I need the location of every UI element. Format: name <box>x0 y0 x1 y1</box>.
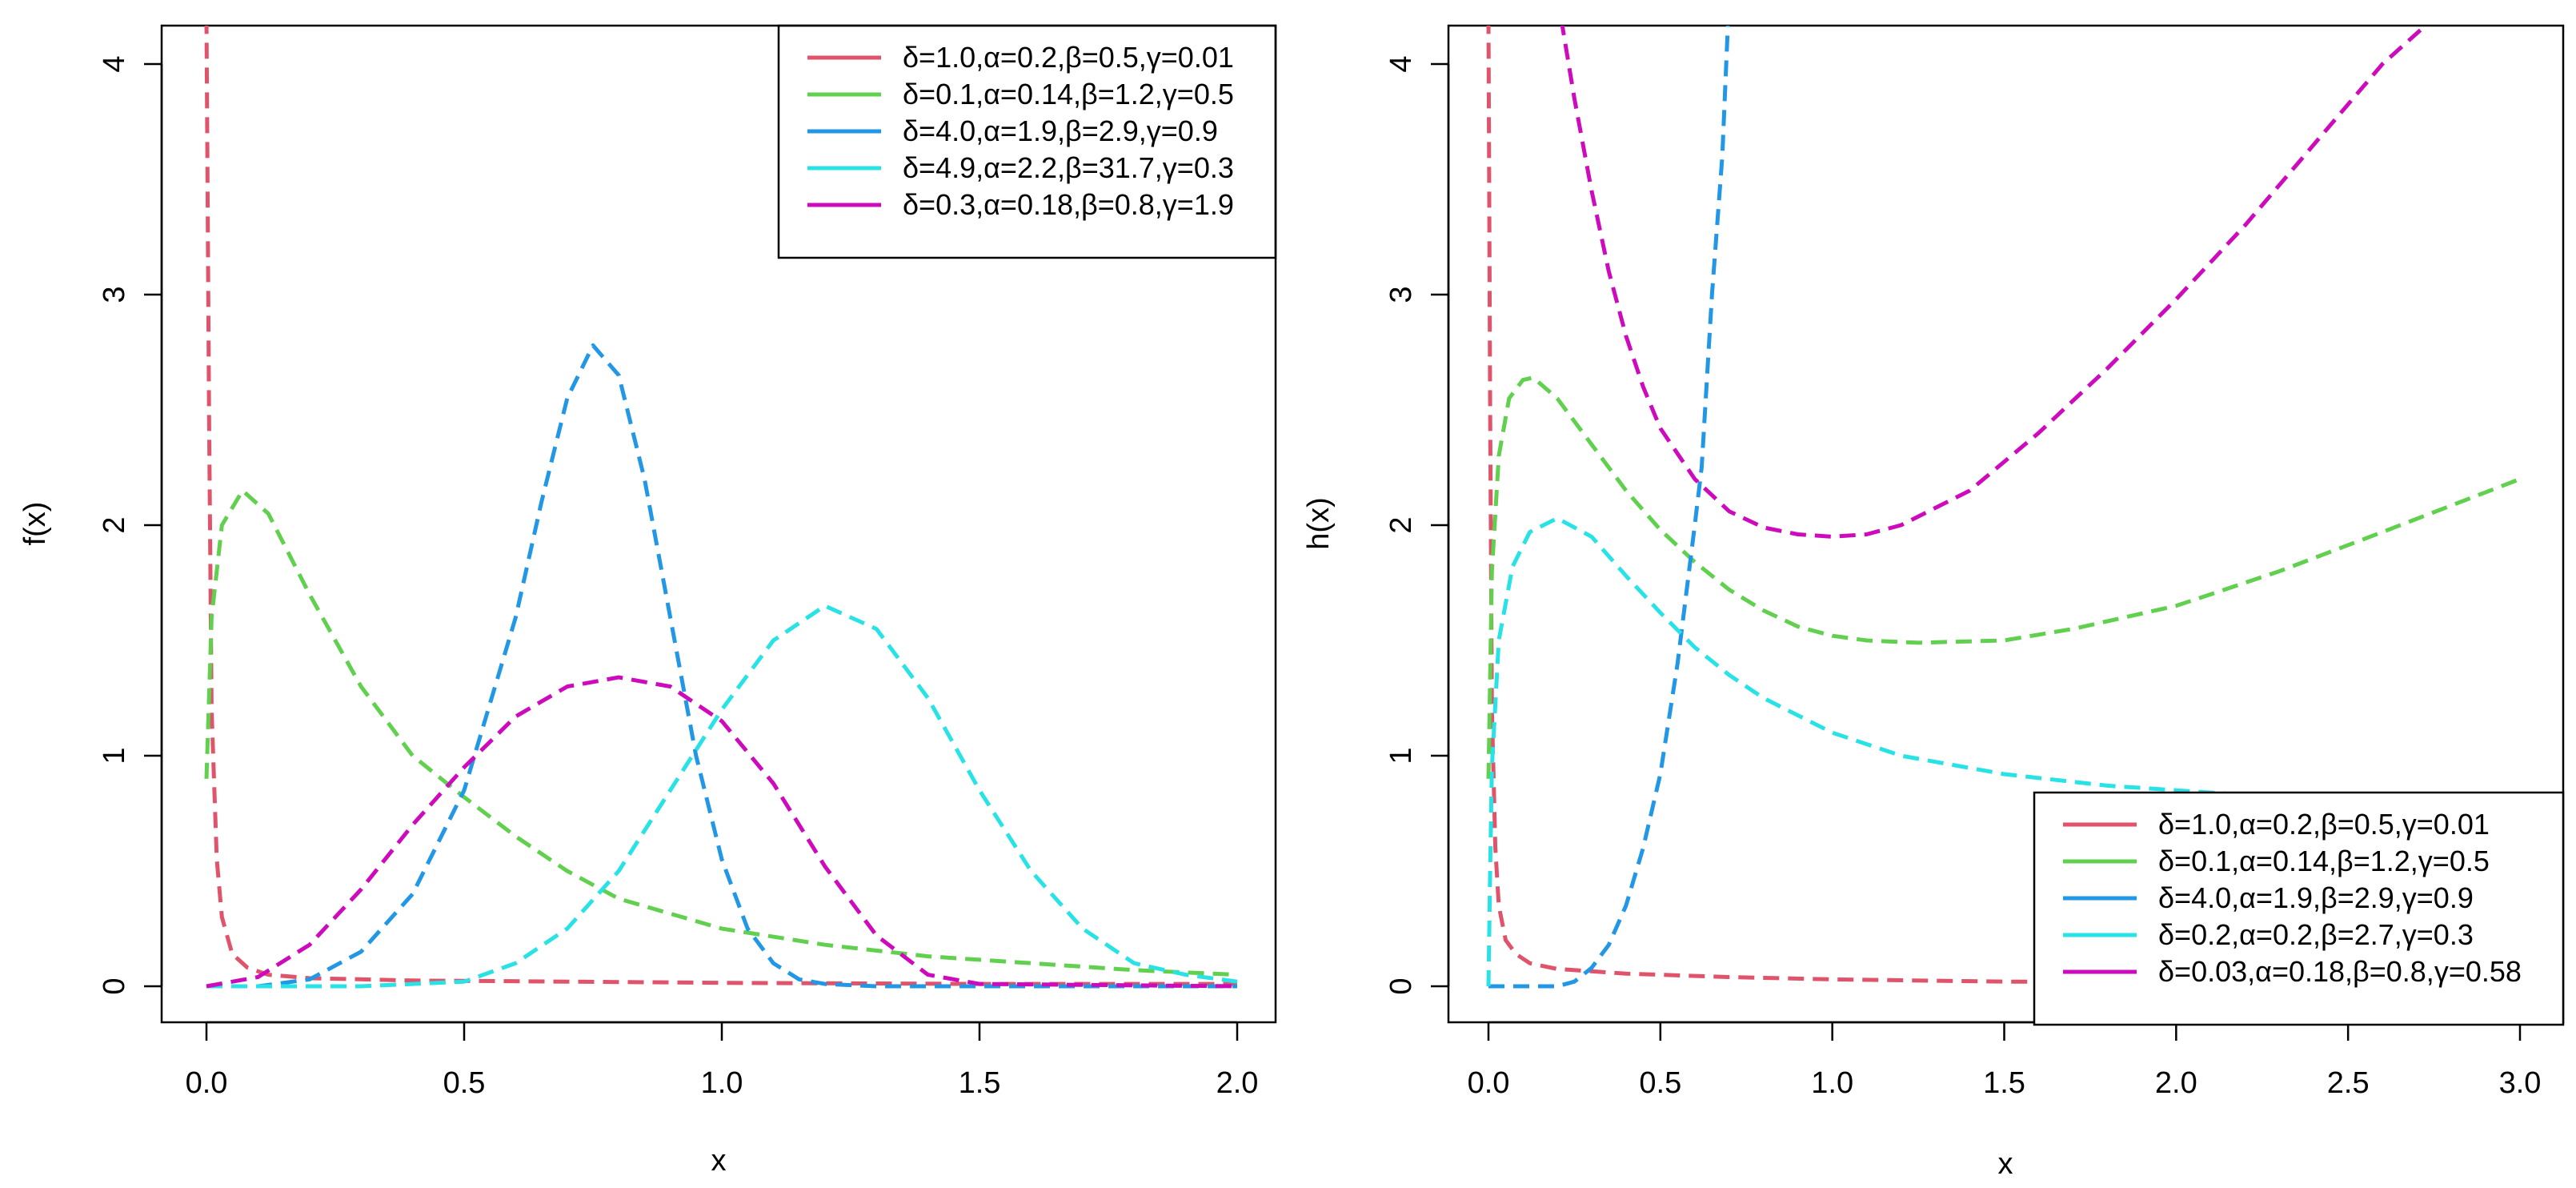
y-tick-label: 2 <box>98 516 131 533</box>
x-tick-label: 0.5 <box>1639 1066 1681 1100</box>
right-x-axis: 0.0 0.5 1.0 1.5 2.0 2.5 3.0 <box>1468 1021 2542 1100</box>
legend-label: δ=0.1,α=0.14,β=1.2,γ=0.5 <box>2158 845 2490 877</box>
series-line <box>204 488 1238 977</box>
left-y-axis-title: f(x) <box>18 502 52 546</box>
y-tick-label: 3 <box>98 286 131 303</box>
x-tick-label: 1.5 <box>959 1066 1001 1100</box>
x-tick-label: 2.0 <box>1216 1066 1259 1100</box>
x-tick-label: 0.0 <box>186 1066 228 1100</box>
x-tick-label: 0.0 <box>1468 1066 1510 1100</box>
series-line <box>1488 26 1730 989</box>
y-tick-label: 4 <box>1384 55 1418 72</box>
x-tick-label: 1.0 <box>1811 1066 1853 1100</box>
right-chart: 0.0 0.5 1.0 1.5 2.0 2.5 3.0 0 1 2 3 4 x h(x) δ=1.0… <box>1302 24 2565 1181</box>
series-line <box>206 604 1238 989</box>
left-legend: δ=1.0,α=0.2,β=0.5,γ=0.01 δ=0.1,α=0.14,β=1… <box>777 24 1277 259</box>
left-x-axis: 0.0 0.5 1.0 1.5 2.0 <box>186 1021 1259 1100</box>
x-tick-label: 3.0 <box>2499 1066 2542 1100</box>
series-line <box>1560 26 2429 539</box>
x-tick-label: 2.5 <box>2327 1066 2370 1100</box>
series-line <box>204 26 1237 986</box>
y-tick-label: 0 <box>1384 977 1418 994</box>
right-y-axis: 0 1 2 3 4 <box>1384 55 1450 995</box>
right-legend: δ=1.0,α=0.2,β=0.5,γ=0.01 δ=0.1,α=0.14,β=1… <box>2033 791 2565 1026</box>
right-y-axis-title: h(x) <box>1302 497 1336 549</box>
series-line <box>206 675 1238 989</box>
legend-label: δ=1.0,α=0.2,β=0.5,γ=0.01 <box>2158 808 2490 841</box>
series-line <box>206 343 1237 989</box>
y-tick-label: 1 <box>1384 747 1418 764</box>
legend-label: δ=0.2,α=0.2,β=2.7,γ=0.3 <box>2158 918 2474 951</box>
y-tick-label: 0 <box>98 977 131 994</box>
legend-label: δ=4.0,α=1.9,β=2.9,γ=0.9 <box>2158 881 2474 914</box>
x-tick-label: 1.5 <box>1983 1066 2025 1100</box>
legend-label: δ=4.9,α=2.2,β=31.7,γ=0.3 <box>903 151 1234 184</box>
x-tick-label: 0.5 <box>443 1066 486 1100</box>
x-tick-label: 1.0 <box>701 1066 743 1100</box>
y-tick-label: 3 <box>1384 286 1418 303</box>
y-tick-label: 1 <box>98 747 131 764</box>
left-series-group <box>204 26 1238 989</box>
legend-label: δ=0.03,α=0.18,β=0.8,γ=0.58 <box>2158 955 2522 988</box>
x-tick-label: 2.0 <box>2155 1066 2197 1100</box>
left-x-axis-title: x <box>711 1144 727 1178</box>
left-chart: 0.0 0.5 1.0 1.5 2.0 0 1 2 3 4 x f(x) δ=1.0,α=0.2… <box>18 24 1277 1178</box>
legend-label: δ=0.1,α=0.14,β=1.2,γ=0.5 <box>903 78 1234 110</box>
legend-label: δ=1.0,α=0.2,β=0.5,γ=0.01 <box>903 41 1234 74</box>
right-legend-box <box>2033 791 2565 1026</box>
left-legend-box <box>777 24 1277 259</box>
right-x-axis-title: x <box>1998 1147 2013 1181</box>
y-tick-label: 4 <box>98 55 131 72</box>
legend-label: δ=0.3,α=0.18,β=0.8,γ=1.9 <box>903 188 1234 221</box>
y-tick-label: 2 <box>1384 516 1418 533</box>
legend-label: δ=4.0,α=1.9,β=2.9,γ=0.9 <box>903 114 1218 147</box>
series-line <box>1486 375 2521 779</box>
left-y-axis: 0 1 2 3 4 <box>98 55 163 995</box>
series-line <box>1486 516 2521 987</box>
